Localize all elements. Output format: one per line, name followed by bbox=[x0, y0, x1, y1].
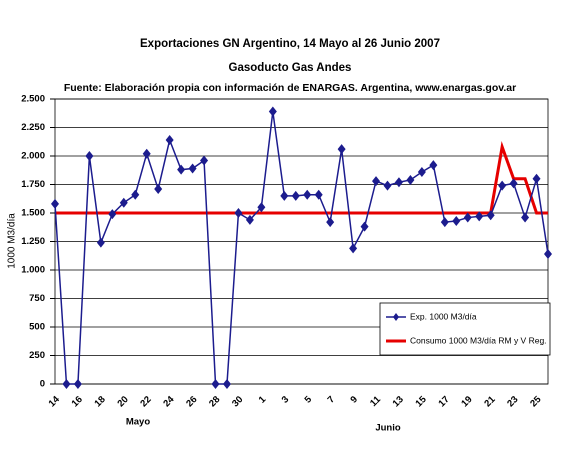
data-point bbox=[303, 189, 312, 200]
plot-frame bbox=[54, 98, 549, 385]
x-tick-label: 17 bbox=[436, 394, 451, 409]
x-tick-label: 3 bbox=[280, 394, 292, 406]
month-label: Junio bbox=[375, 423, 401, 434]
x-tick-label: 21 bbox=[482, 394, 498, 410]
data-point bbox=[544, 249, 552, 260]
x-tick-label: 20 bbox=[115, 394, 130, 409]
data-point bbox=[142, 148, 151, 159]
data-point bbox=[429, 160, 438, 171]
data-point bbox=[165, 135, 174, 146]
data-point bbox=[372, 176, 381, 187]
x-tick-label: 11 bbox=[368, 394, 383, 409]
data-point bbox=[349, 243, 358, 254]
data-point bbox=[406, 174, 415, 185]
data-point bbox=[314, 189, 323, 200]
data-point bbox=[234, 208, 243, 218]
data-point bbox=[177, 164, 186, 175]
x-tick-label: 19 bbox=[459, 394, 474, 409]
x-tick-label: 1 bbox=[257, 394, 269, 406]
data-point bbox=[108, 209, 117, 220]
legend-marker bbox=[393, 313, 399, 321]
y-tick-label: 1.000 bbox=[21, 265, 45, 276]
data-point bbox=[131, 189, 140, 200]
data-point bbox=[280, 190, 289, 201]
data-point bbox=[96, 237, 105, 248]
chart-title: Exportaciones GN Argentino, 14 Mayo al 2… bbox=[140, 38, 440, 50]
y-tick-label: 1.500 bbox=[21, 208, 45, 219]
x-tick-label: 9 bbox=[348, 394, 360, 406]
data-point bbox=[337, 144, 346, 155]
data-point bbox=[119, 197, 128, 208]
data-point bbox=[440, 217, 449, 228]
x-tick-label: 22 bbox=[138, 394, 153, 409]
data-point bbox=[326, 217, 335, 228]
x-tick-label: 30 bbox=[230, 394, 245, 409]
data-point bbox=[452, 215, 461, 226]
legend-label: Consumo 1000 M3/día RM y V Reg. bbox=[410, 335, 547, 345]
y-tick-label: 250 bbox=[29, 350, 45, 361]
y-tick-label: 2.000 bbox=[21, 151, 45, 162]
x-tick-label: 24 bbox=[161, 394, 177, 410]
x-tick-label: 7 bbox=[326, 394, 338, 406]
x-tick-label: 13 bbox=[391, 394, 406, 409]
data-point bbox=[200, 155, 209, 166]
data-point bbox=[475, 211, 484, 222]
data-point bbox=[188, 163, 197, 174]
month-label: Mayo bbox=[126, 417, 150, 428]
y-tick-label: 0 bbox=[40, 379, 45, 390]
x-tick-label: 15 bbox=[414, 394, 430, 410]
x-tick-label: 16 bbox=[70, 394, 85, 409]
data-point bbox=[394, 177, 403, 188]
data-point bbox=[417, 166, 426, 177]
y-tick-label: 2.250 bbox=[21, 122, 45, 133]
x-tick-label: 23 bbox=[505, 394, 520, 409]
x-tick-label: 5 bbox=[303, 394, 315, 406]
x-tick-label: 26 bbox=[184, 394, 199, 409]
data-point bbox=[73, 379, 82, 389]
data-point bbox=[463, 212, 472, 223]
y-tick-label: 750 bbox=[29, 293, 45, 304]
data-point bbox=[486, 210, 495, 221]
x-tick-label: 25 bbox=[528, 394, 544, 410]
data-point bbox=[532, 173, 541, 184]
y-axis-label: 1000 M3/día bbox=[7, 213, 18, 269]
data-point bbox=[51, 198, 59, 209]
data-point bbox=[383, 180, 392, 191]
x-tick-label: 28 bbox=[207, 394, 222, 409]
x-tick-label: 14 bbox=[47, 394, 63, 410]
data-point bbox=[498, 180, 507, 191]
data-point bbox=[360, 221, 369, 232]
data-point bbox=[222, 379, 231, 389]
data-point bbox=[521, 212, 530, 223]
y-tick-label: 2.500 bbox=[21, 94, 45, 105]
x-tick-label: 18 bbox=[93, 394, 108, 409]
data-point bbox=[291, 190, 300, 201]
y-tick-label: 500 bbox=[29, 322, 45, 333]
data-point bbox=[509, 178, 518, 189]
legend-label: Exp. 1000 M3/día bbox=[410, 311, 477, 321]
data-point bbox=[211, 379, 220, 389]
series-line bbox=[55, 141, 548, 215]
y-tick-label: 1.250 bbox=[21, 236, 45, 247]
data-point bbox=[245, 214, 254, 225]
chart-source: Fuente: Elaboración propia con informaci… bbox=[64, 82, 516, 94]
data-point bbox=[154, 184, 163, 195]
chart-subtitle: Gasoducto Gas Andes bbox=[229, 62, 352, 74]
data-point bbox=[85, 151, 94, 161]
legend-box bbox=[379, 302, 551, 356]
y-tick-label: 1.750 bbox=[21, 179, 45, 190]
data-point bbox=[268, 106, 277, 117]
data-point bbox=[257, 202, 266, 213]
data-point bbox=[62, 379, 71, 389]
